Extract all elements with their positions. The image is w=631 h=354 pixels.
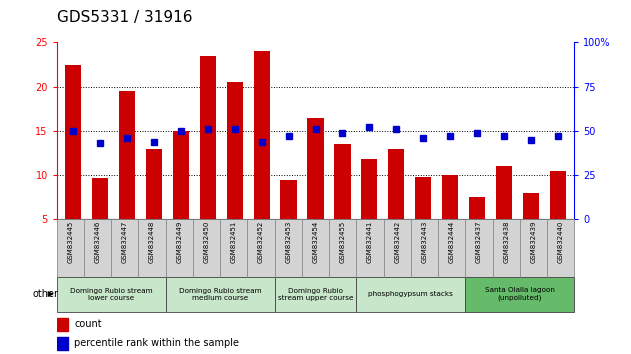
Text: GSM832445: GSM832445 [68, 221, 73, 263]
Bar [415, 177, 432, 219]
Bar [357, 276, 465, 312]
Text: GSM832455: GSM832455 [339, 221, 346, 263]
Bar [274, 219, 302, 276]
Text: GSM832447: GSM832447 [122, 221, 128, 263]
Bar [84, 219, 111, 276]
Text: Domingo Rubio stream
lower course: Domingo Rubio stream lower course [70, 287, 153, 301]
Bar [438, 219, 465, 276]
Text: other: other [32, 289, 58, 299]
Bar [274, 276, 357, 312]
Bar [173, 131, 189, 219]
Bar [384, 219, 411, 276]
Text: GSM832437: GSM832437 [476, 221, 482, 263]
Text: GSM832439: GSM832439 [531, 221, 536, 263]
Text: GSM832451: GSM832451 [231, 221, 237, 263]
Bar [523, 193, 539, 219]
Text: GSM832450: GSM832450 [204, 221, 209, 263]
Text: GSM832446: GSM832446 [95, 221, 100, 263]
Bar [329, 219, 357, 276]
Bar [302, 219, 329, 276]
Bar [307, 118, 324, 219]
Text: Domingo Rubio
stream upper course: Domingo Rubio stream upper course [278, 287, 353, 301]
Text: Domingo Rubio stream
medium course: Domingo Rubio stream medium course [179, 287, 261, 301]
Bar [138, 219, 166, 276]
Text: GSM832438: GSM832438 [503, 221, 509, 263]
Text: GSM832448: GSM832448 [149, 221, 155, 263]
Bar [388, 149, 404, 219]
Text: phosphogypsum stacks: phosphogypsum stacks [369, 291, 453, 297]
Bar [493, 219, 520, 276]
Bar [166, 219, 193, 276]
Bar [57, 318, 68, 331]
Bar [496, 166, 512, 219]
Text: GSM832449: GSM832449 [176, 221, 182, 263]
Bar [411, 219, 438, 276]
Text: GDS5331 / 31916: GDS5331 / 31916 [57, 10, 192, 25]
Bar [357, 219, 384, 276]
Bar [111, 219, 138, 276]
Bar [520, 219, 547, 276]
Text: Santa Olalla lagoon
(unpolluted): Santa Olalla lagoon (unpolluted) [485, 287, 555, 301]
Bar [146, 149, 162, 219]
Text: GSM832442: GSM832442 [394, 221, 400, 263]
Bar [280, 180, 297, 219]
Text: GSM832441: GSM832441 [367, 221, 373, 263]
Bar [442, 175, 458, 219]
Text: GSM832452: GSM832452 [258, 221, 264, 263]
Bar [57, 219, 84, 276]
Text: GSM832440: GSM832440 [558, 221, 563, 263]
Bar [247, 219, 274, 276]
Text: GSM832453: GSM832453 [285, 221, 292, 263]
Bar [469, 198, 485, 219]
Bar [334, 144, 351, 219]
Bar [362, 159, 377, 219]
Text: GSM832444: GSM832444 [449, 221, 455, 263]
Bar [547, 219, 574, 276]
Bar [166, 276, 274, 312]
Text: GSM832454: GSM832454 [312, 221, 319, 263]
Bar [119, 91, 135, 219]
Text: GSM832443: GSM832443 [422, 221, 427, 263]
Text: percentile rank within the sample: percentile rank within the sample [74, 338, 239, 348]
Bar [465, 276, 574, 312]
Bar [550, 171, 566, 219]
Bar [220, 219, 247, 276]
Bar [199, 56, 216, 219]
Bar [465, 219, 493, 276]
Bar [227, 82, 243, 219]
Bar [193, 219, 220, 276]
Bar [254, 51, 269, 219]
Text: count: count [74, 319, 102, 329]
Bar [57, 337, 68, 350]
Bar [57, 276, 166, 312]
Bar [92, 178, 108, 219]
Bar [65, 65, 81, 219]
